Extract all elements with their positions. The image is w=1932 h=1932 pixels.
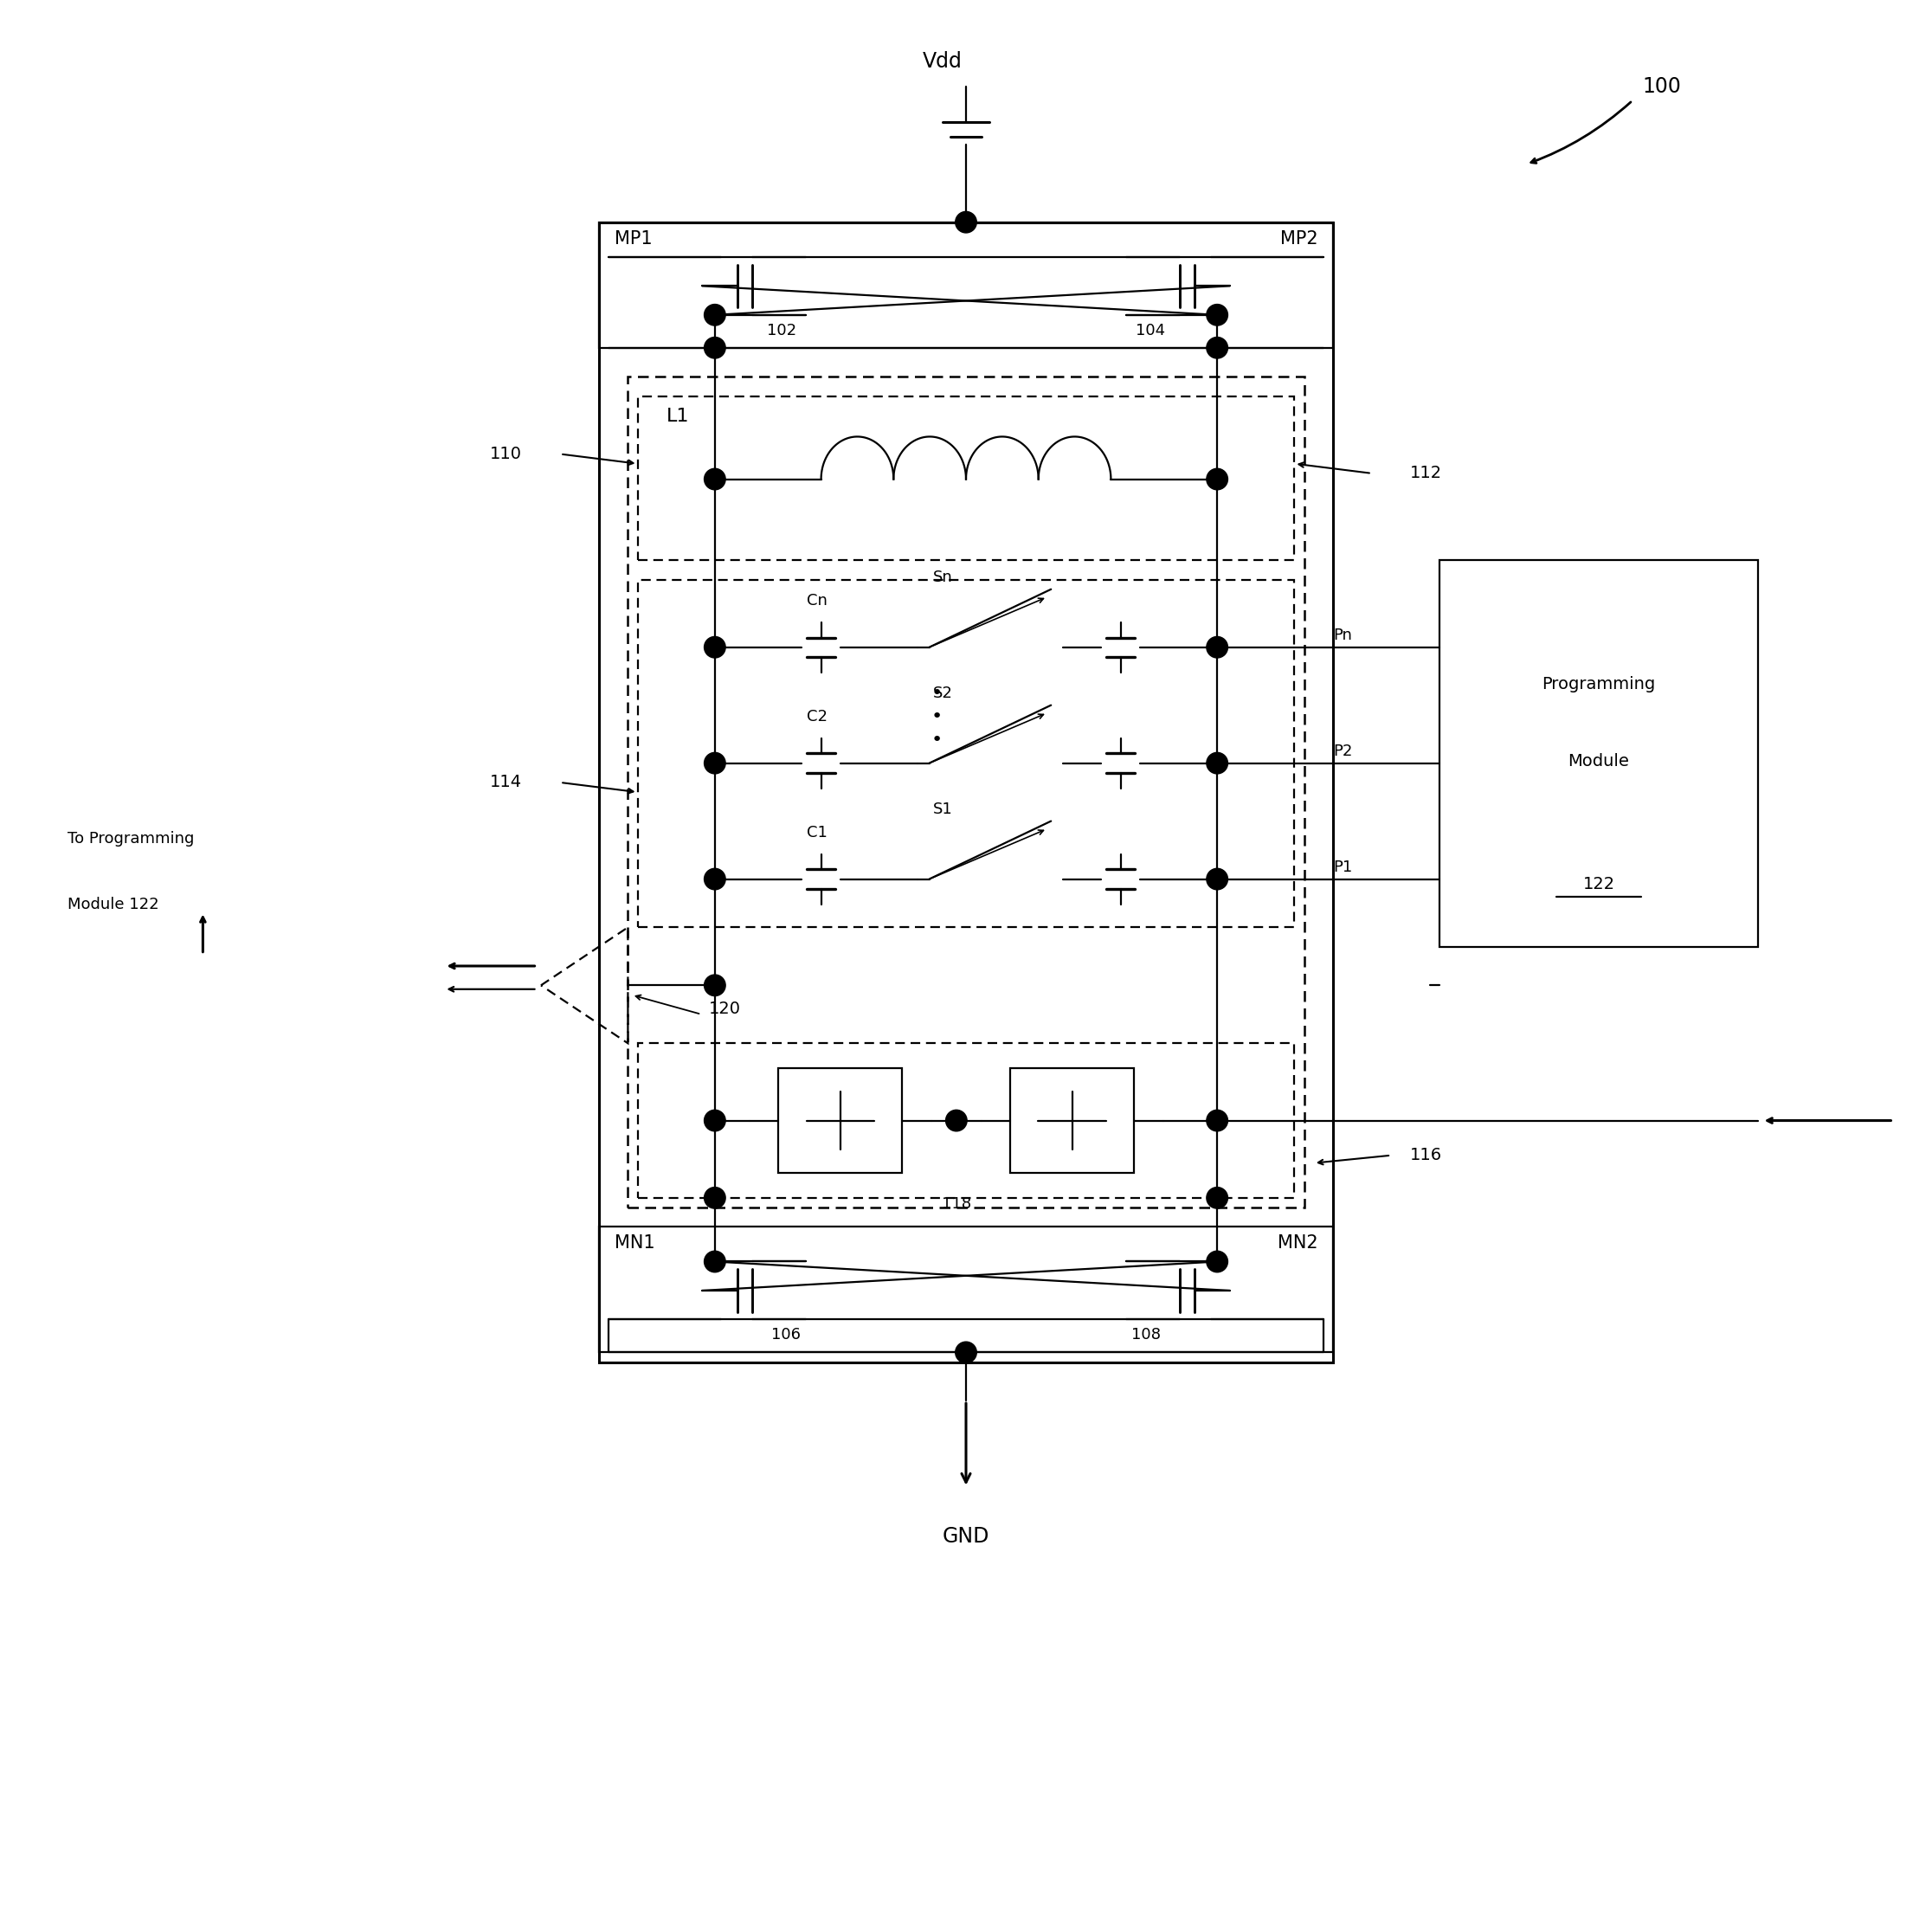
- Circle shape: [705, 1109, 726, 1130]
- Text: 102: 102: [767, 323, 796, 338]
- Bar: [638, 1043, 1294, 1198]
- Text: Sn: Sn: [933, 570, 952, 585]
- Text: S1: S1: [933, 802, 952, 817]
- Circle shape: [705, 469, 726, 491]
- Bar: [638, 580, 1294, 927]
- Text: S2: S2: [933, 686, 952, 701]
- Text: 108: 108: [1132, 1327, 1161, 1343]
- Text: MP1: MP1: [614, 230, 653, 247]
- Circle shape: [705, 752, 726, 773]
- Text: MP2: MP2: [1279, 230, 1318, 247]
- Circle shape: [705, 303, 726, 327]
- Text: 112: 112: [1410, 466, 1443, 481]
- Circle shape: [947, 1109, 968, 1130]
- Text: •: •: [931, 709, 943, 724]
- Text: C1: C1: [808, 825, 827, 840]
- Circle shape: [705, 1252, 726, 1271]
- Bar: [599, 222, 1333, 348]
- Text: GND: GND: [943, 1526, 989, 1548]
- Text: 122: 122: [1582, 875, 1615, 893]
- Circle shape: [1206, 336, 1229, 359]
- Bar: [628, 377, 1304, 1208]
- Text: 110: 110: [489, 446, 522, 462]
- Text: Cn: Cn: [808, 593, 827, 609]
- Text: 114: 114: [489, 775, 522, 790]
- Text: 100: 100: [1642, 77, 1681, 97]
- Text: MN1: MN1: [614, 1235, 655, 1252]
- Text: 104: 104: [1136, 323, 1165, 338]
- Text: 118: 118: [941, 1196, 972, 1211]
- Bar: [599, 222, 1333, 1362]
- Text: P2: P2: [1333, 744, 1352, 759]
- Circle shape: [705, 1186, 726, 1209]
- Circle shape: [1206, 636, 1229, 657]
- Circle shape: [954, 1341, 978, 1364]
- Text: Module: Module: [1569, 753, 1629, 769]
- Bar: [1010, 1068, 1134, 1173]
- Circle shape: [1206, 303, 1229, 327]
- Text: Pn: Pn: [1333, 628, 1352, 643]
- Circle shape: [1206, 1109, 1229, 1130]
- Bar: [1439, 560, 1758, 947]
- Text: C2: C2: [808, 709, 827, 724]
- Text: Module 122: Module 122: [68, 896, 158, 912]
- Text: 116: 116: [1410, 1148, 1443, 1163]
- Circle shape: [1206, 752, 1229, 773]
- Bar: [779, 1068, 902, 1173]
- Circle shape: [1206, 1186, 1229, 1209]
- Circle shape: [954, 211, 978, 232]
- Text: 106: 106: [771, 1327, 800, 1343]
- Text: •: •: [931, 732, 943, 748]
- Text: P1: P1: [1333, 860, 1352, 875]
- Text: 120: 120: [709, 1001, 742, 1018]
- Circle shape: [705, 336, 726, 359]
- Circle shape: [705, 636, 726, 657]
- Bar: [599, 1227, 1333, 1352]
- Circle shape: [705, 867, 726, 891]
- Text: Vdd: Vdd: [923, 50, 962, 71]
- Circle shape: [705, 974, 726, 997]
- Circle shape: [1206, 867, 1229, 891]
- Text: Programming: Programming: [1542, 676, 1656, 692]
- Text: •: •: [931, 686, 943, 701]
- Circle shape: [1206, 1252, 1229, 1271]
- Bar: [638, 396, 1294, 560]
- Text: L1: L1: [667, 408, 690, 425]
- Circle shape: [1206, 469, 1229, 491]
- Text: To Programming: To Programming: [68, 831, 195, 846]
- Text: MN2: MN2: [1277, 1235, 1318, 1252]
